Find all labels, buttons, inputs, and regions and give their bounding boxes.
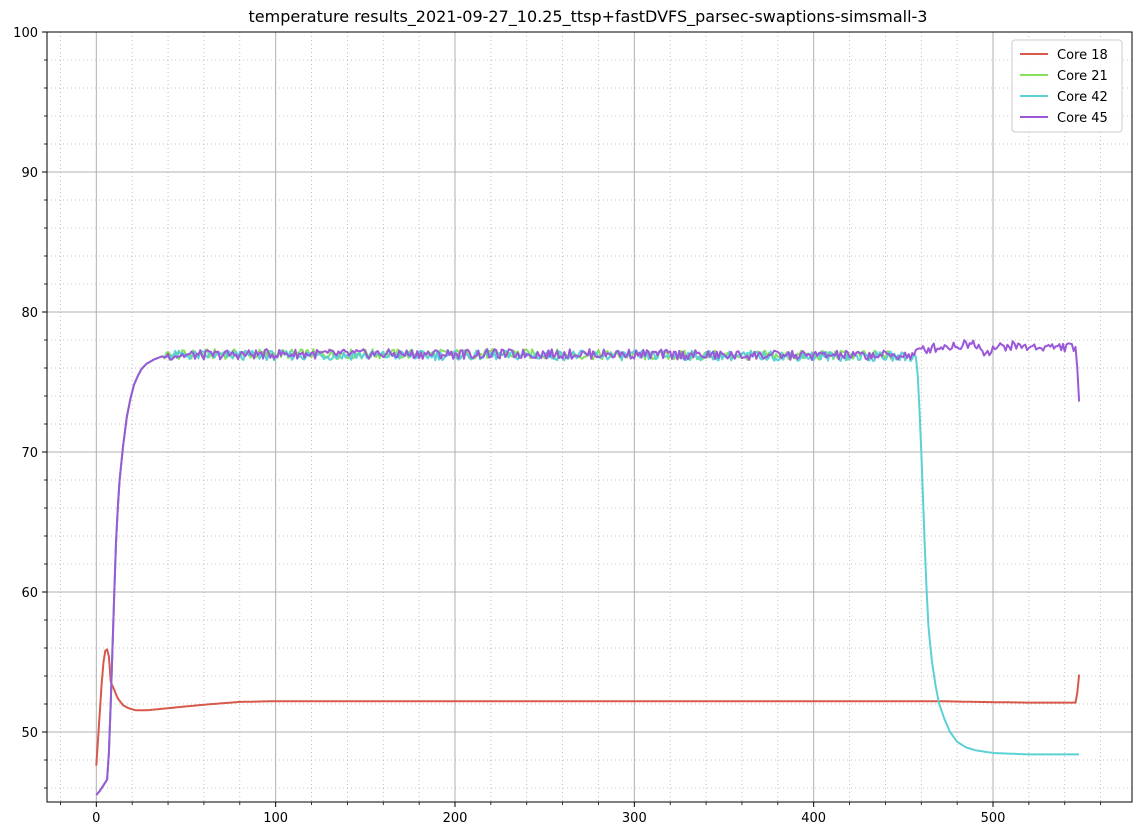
legend-label: Core 42 — [1057, 90, 1108, 105]
y-tick-label: 50 — [21, 726, 38, 741]
y-tick-label: 100 — [13, 26, 38, 41]
series-line-core-18 — [95, 648, 1081, 766]
legend-label: Core 21 — [1057, 69, 1108, 84]
series-line-core-21 — [95, 348, 895, 796]
plot-frame — [46, 31, 1133, 803]
axes-frame — [46, 31, 1133, 803]
x-tick-label: 400 — [801, 811, 826, 826]
legend-label: Core 45 — [1057, 111, 1108, 126]
x-tick-label: 300 — [622, 811, 647, 826]
x-tick-label: 100 — [263, 811, 288, 826]
y-tick-label: 60 — [21, 586, 38, 601]
x-axis: 0 100 200 300 400 500 — [60, 802, 1102, 826]
legend-box — [1011, 39, 1123, 133]
x-tick-label: 200 — [443, 811, 468, 826]
y-axis: 50 60 70 80 90 100 — [13, 26, 47, 789]
x-tick-label: 0 — [92, 811, 100, 826]
major-grid — [47, 31, 1132, 802]
x-tick-label: 500 — [981, 811, 1006, 826]
legend: Core 18 Core 21 Core 42 Core 45 — [1011, 39, 1123, 133]
series-line-core-45 — [95, 339, 1081, 796]
series-lines — [95, 339, 1081, 796]
y-tick-label: 90 — [21, 166, 38, 181]
minor-grid — [47, 32, 1132, 802]
series-line-core-42 — [95, 349, 1080, 796]
y-tick-label: 70 — [21, 446, 38, 461]
chart-title: temperature results_2021-09-27_10.25_tts… — [249, 7, 928, 27]
legend-label: Core 18 — [1057, 48, 1108, 63]
y-tick-label: 80 — [21, 306, 38, 321]
